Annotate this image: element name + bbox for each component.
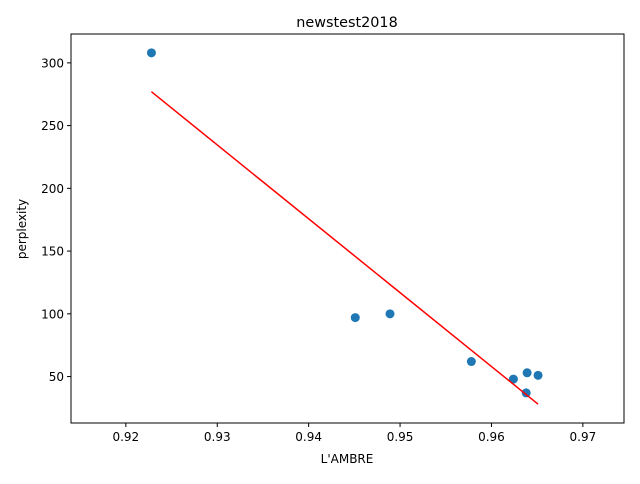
plot-marks <box>146 48 543 405</box>
chart-title: newstest2018 <box>296 15 398 31</box>
y-tick-label: 300 <box>41 56 64 70</box>
plot-frame <box>70 33 625 424</box>
scatter-point <box>533 370 543 380</box>
scatter-point <box>522 368 532 378</box>
x-tick-label: 0.96 <box>478 430 505 444</box>
y-axis-label: perplexity <box>15 199 29 259</box>
scatter-point <box>508 374 518 384</box>
y-axis-ticks: 50 100 150 200 250 300 <box>41 56 71 384</box>
y-tick-label: 200 <box>41 182 64 196</box>
scatter-point <box>385 309 395 319</box>
x-tick-label: 0.95 <box>387 430 414 444</box>
y-tick-label: 250 <box>41 119 64 133</box>
scatter-point <box>350 313 360 323</box>
y-tick-label: 150 <box>41 245 64 259</box>
y-tick-label: 100 <box>41 307 64 321</box>
x-tick-label: 0.93 <box>204 430 231 444</box>
scatter-point <box>146 48 156 58</box>
x-tick-label: 0.92 <box>112 430 139 444</box>
x-axis-ticks: 0.92 0.93 0.94 0.95 0.96 0.97 <box>112 423 596 444</box>
x-tick-label: 0.94 <box>295 430 322 444</box>
y-tick-label: 50 <box>49 370 64 384</box>
scatter-point <box>521 388 531 398</box>
x-axis-label: L'AMBRE <box>321 452 374 466</box>
scatter-point <box>466 357 476 367</box>
x-tick-label: 0.97 <box>570 430 597 444</box>
fit-line <box>150 91 539 405</box>
